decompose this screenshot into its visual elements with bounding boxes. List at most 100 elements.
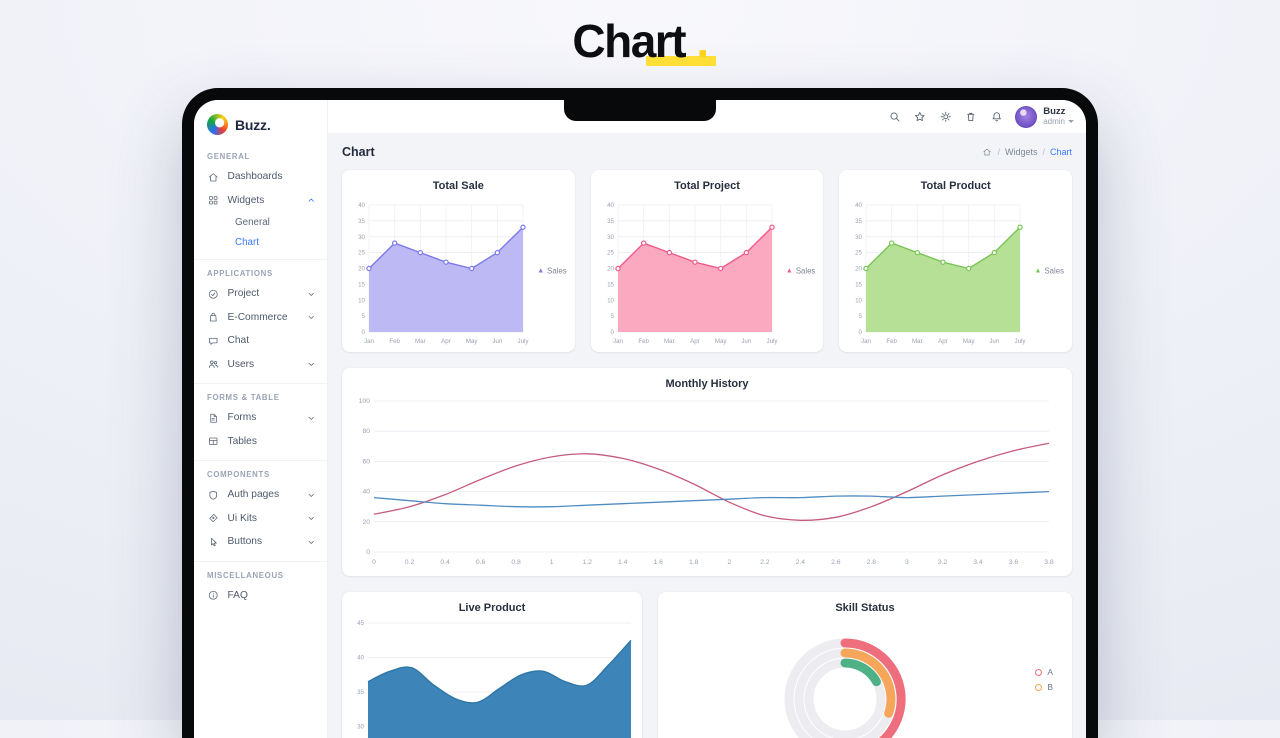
trash-button[interactable] xyxy=(964,110,978,124)
svg-text:60: 60 xyxy=(362,458,370,465)
sun-button[interactable] xyxy=(939,110,953,124)
sidebar-section-label: FORMS & TABLE xyxy=(207,393,280,402)
svg-text:May: May xyxy=(714,338,727,345)
home-icon xyxy=(208,172,218,181)
breadcrumb-chart[interactable]: Chart xyxy=(1049,147,1072,157)
donut-legend-item[interactable]: A xyxy=(1035,667,1053,677)
svg-text:20: 20 xyxy=(358,266,365,273)
card-total-project: Total Project 0 5 10 15 20 25 30 35 40 Jan Feb Mar A… xyxy=(590,170,824,352)
brand[interactable]: Buzz. xyxy=(194,104,327,143)
legend-marker-icon: ▲ xyxy=(537,267,545,275)
breadcrumb-widgets[interactable]: Widgets xyxy=(1004,147,1038,157)
search-icon xyxy=(890,112,900,122)
legend-label: Sales xyxy=(1044,266,1064,276)
chevron-down-icon xyxy=(308,516,314,520)
sidebar-item-buttons[interactable]: Buttons xyxy=(194,530,327,554)
svg-text:3.2: 3.2 xyxy=(938,559,948,566)
card-live-product: Live Product 2530354045 xyxy=(342,592,642,738)
svg-text:80: 80 xyxy=(362,428,370,435)
svg-text:0.2: 0.2 xyxy=(405,559,415,566)
sidebar-item-e-commerce[interactable]: E-Commerce xyxy=(194,306,327,330)
chevron-up-icon xyxy=(308,198,314,202)
breadcrumb-separator: / xyxy=(1042,147,1045,157)
svg-text:Feb: Feb xyxy=(638,338,649,345)
breadcrumb-home[interactable] xyxy=(982,147,992,157)
sidebar-subitem-chart[interactable]: Chart xyxy=(235,236,259,248)
sidebar-item-auth-pages[interactable]: Auth pages xyxy=(194,483,327,507)
sidebar-item-project[interactable]: Project xyxy=(194,282,327,306)
chart-legend[interactable]: ▲ Sales xyxy=(537,267,566,276)
legend-label: A xyxy=(1047,667,1053,677)
search-button[interactable] xyxy=(888,110,902,124)
star-button[interactable] xyxy=(913,110,927,124)
sidebar-item-dashboards[interactable]: Dashboards xyxy=(194,165,327,189)
hero-title-dot: . xyxy=(696,15,709,67)
hero-title-text: Chart xyxy=(572,15,686,67)
svg-text:Jun: Jun xyxy=(492,338,503,345)
chart-legend[interactable]: ▲ Sales xyxy=(786,267,815,276)
sidebar-subitem-general[interactable]: General xyxy=(235,216,270,228)
svg-text:3.6: 3.6 xyxy=(1009,559,1019,566)
user-role: admin xyxy=(1043,116,1065,126)
sidebar-section-forms-table: FORMS & TABLE Forms Tables xyxy=(194,383,327,457)
bell-button[interactable] xyxy=(990,110,1004,124)
svg-text:Feb: Feb xyxy=(887,338,898,345)
card-monthly-history: Monthly History 0 20 40 60 80 100 0 0.2 0.4 0.6 0.… xyxy=(342,368,1072,576)
svg-text:July: July xyxy=(1015,338,1027,345)
svg-text:May: May xyxy=(963,338,976,345)
sidebar-item-users[interactable]: Users xyxy=(194,353,327,377)
chevron-down-icon xyxy=(308,493,314,497)
topbar-icons xyxy=(888,110,1004,124)
breadcrumb: / Widgets / Chart xyxy=(982,147,1072,157)
svg-text:1.2: 1.2 xyxy=(582,559,592,566)
svg-text:Jun: Jun xyxy=(990,338,1001,345)
svg-text:Jan: Jan xyxy=(364,338,375,345)
tables-icon xyxy=(209,437,218,445)
svg-text:5: 5 xyxy=(610,313,614,320)
svg-text:1: 1 xyxy=(550,559,554,566)
svg-text:July: July xyxy=(766,338,778,345)
sidebar-item-ui-kits[interactable]: Ui Kits xyxy=(194,507,327,531)
svg-text:Jan: Jan xyxy=(613,338,624,345)
sidebar-item-label: Buttons xyxy=(227,536,263,548)
user-menu[interactable]: Buzz admin xyxy=(1015,105,1074,128)
sidebar-item-chat[interactable]: Chat xyxy=(194,329,327,353)
donut-legend-item[interactable]: B xyxy=(1035,682,1053,692)
svg-text:35: 35 xyxy=(357,689,364,696)
avatar xyxy=(1015,105,1038,128)
svg-text:30: 30 xyxy=(358,234,365,241)
monthly-history-chart: 0 20 40 60 80 100 0 0.2 0.4 0.6 0.8 1 1.2 1.4 1.6 1.8 2 2… xyxy=(359,398,1054,566)
brand-logo-icon xyxy=(207,114,228,135)
live-product-chart: 2530354045 xyxy=(357,620,632,738)
hero: Chart . xyxy=(0,14,1280,68)
chevron-down-icon xyxy=(1068,120,1074,124)
svg-text:1.6: 1.6 xyxy=(653,559,663,566)
legend-label: Sales xyxy=(795,266,816,276)
star-icon xyxy=(915,111,925,121)
sidebar-item-label: Users xyxy=(227,358,255,370)
chevron-down-icon xyxy=(308,362,314,366)
charts-row-1: Total Sale 0 5 10 15 20 25 30 35 40 Jan Feb Mar Apr M… xyxy=(342,170,1072,352)
chart-legend[interactable]: ▲ Sales xyxy=(1035,267,1064,276)
sidebar-item-label: Forms xyxy=(227,412,257,424)
laptop-frame: Buzz. GENERAL Dashboards Widgets General Cha… xyxy=(182,88,1098,738)
svg-text:5: 5 xyxy=(362,313,366,320)
svg-text:25: 25 xyxy=(855,250,862,257)
sidebar-item-widgets[interactable]: Widgets xyxy=(194,189,327,213)
svg-text:Mar: Mar xyxy=(912,338,923,345)
sidebar-item-faq[interactable]: FAQ xyxy=(194,584,327,608)
sidebar-item-tables[interactable]: Tables xyxy=(194,430,327,454)
svg-text:Apr: Apr xyxy=(939,338,949,345)
sidebar-item-forms[interactable]: Forms xyxy=(194,406,327,430)
legend-marker-icon: ▲ xyxy=(785,267,793,275)
page-content: Chart / Widgets / Chart Total Sale 0 5 10 1… xyxy=(328,133,1086,738)
svg-text:Feb: Feb xyxy=(389,338,400,345)
svg-text:15: 15 xyxy=(855,281,862,288)
user-name: Buzz xyxy=(1043,105,1066,117)
svg-text:0: 0 xyxy=(362,329,366,336)
svg-text:15: 15 xyxy=(607,281,614,288)
total-sale-chart: 0 5 10 15 20 25 30 35 40 Jan Feb Mar Apr May Jun July xyxy=(358,202,529,345)
sidebar-section-label: MISCELLANEOUS xyxy=(207,570,284,580)
sidebar-item-label: FAQ xyxy=(227,589,248,601)
svg-text:Mar: Mar xyxy=(415,338,426,345)
